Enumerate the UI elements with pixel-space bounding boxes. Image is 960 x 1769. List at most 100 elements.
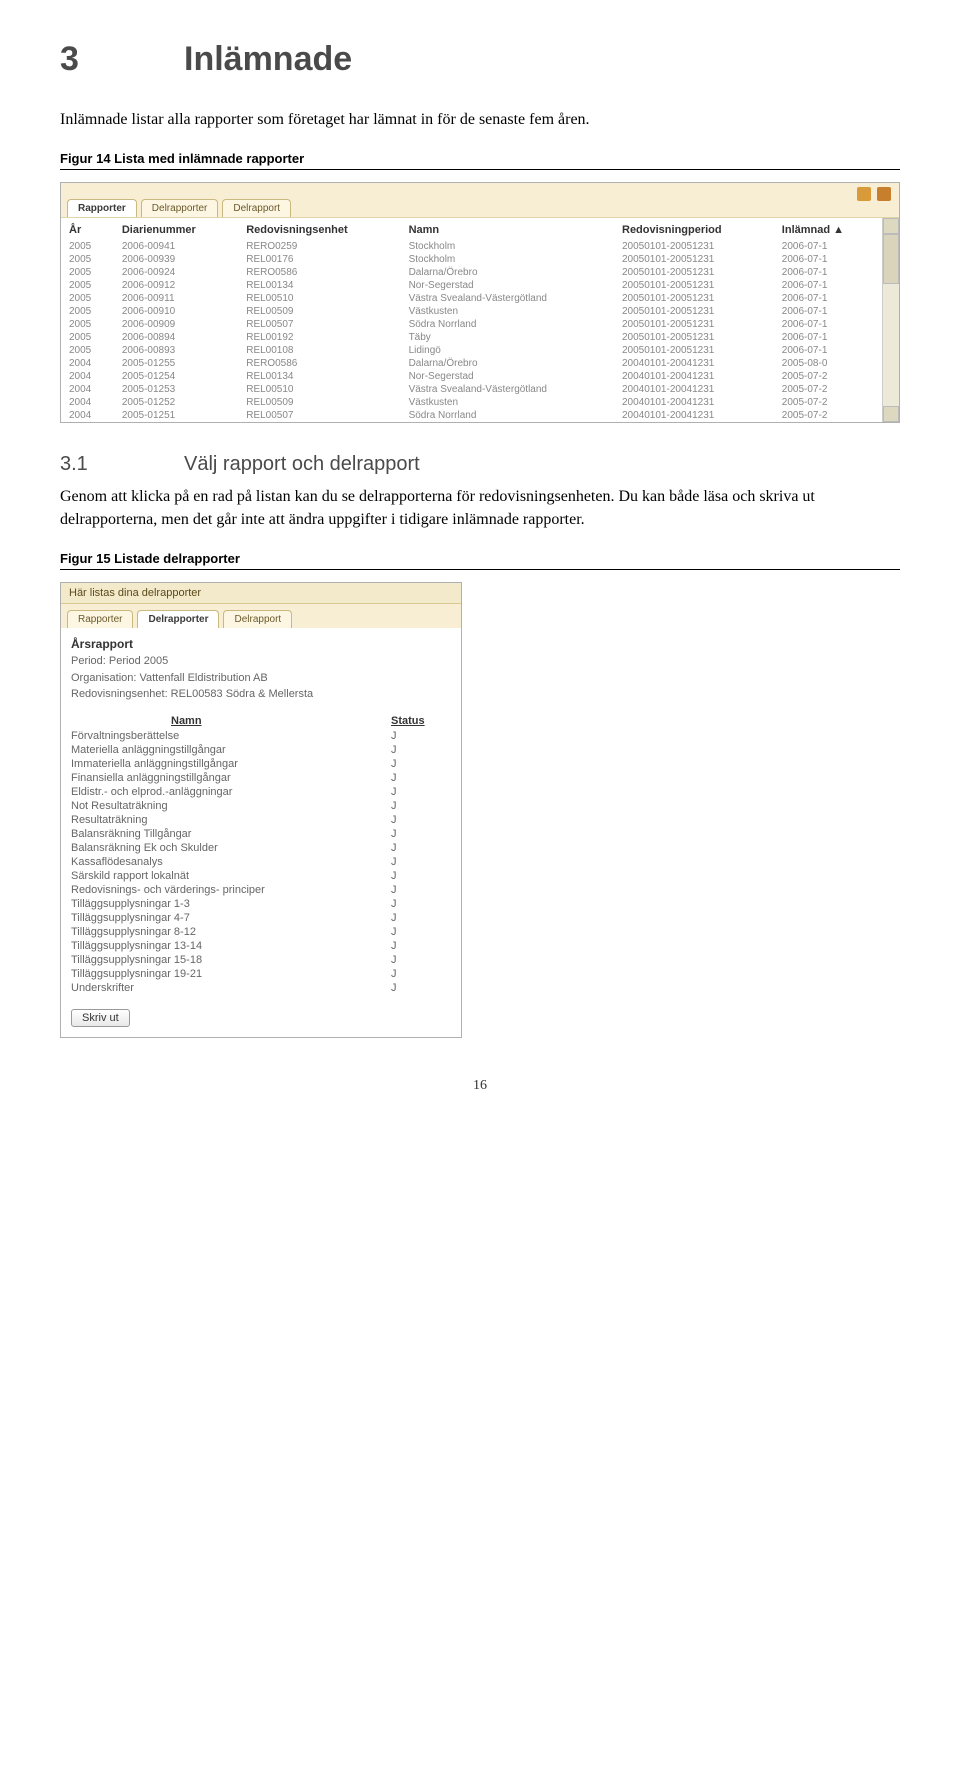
scrollbar[interactable] (882, 218, 899, 422)
list-item[interactable]: Finansiella anläggningstillgångarJ (71, 771, 451, 785)
table-cell: 2004 (61, 357, 114, 370)
tab2-rapporter[interactable]: Rapporter (67, 610, 133, 628)
list-item[interactable]: Immateriella anläggningstillgångarJ (71, 757, 451, 771)
section-title: Inlämnade (184, 40, 352, 79)
col-namn[interactable]: Namn (401, 218, 614, 240)
table-row[interactable]: 20052006-00909REL00507Södra Norrland2005… (61, 318, 882, 331)
table-cell: Dalarna/Örebro (401, 266, 614, 279)
col-inlamnad[interactable]: Inlämnad ▲ (774, 218, 882, 240)
list-item[interactable]: Särskild rapport lokalnätJ (71, 869, 451, 883)
list-item[interactable]: Tilläggsupplysningar 1-3J (71, 897, 451, 911)
col-diarie[interactable]: Diarienummer (114, 218, 238, 240)
table-row[interactable]: 20052006-00910REL00509Västkusten20050101… (61, 305, 882, 318)
table-cell: 2005-08-0 (774, 357, 882, 370)
list-item[interactable]: Tilläggsupplysningar 19-21J (71, 967, 451, 981)
col2-namn[interactable]: Namn (71, 713, 391, 729)
list-item[interactable]: Tilläggsupplysningar 15-18J (71, 953, 451, 967)
period-line: Period: Period 2005 (71, 653, 451, 670)
table-row[interactable]: 20042005-01251REL00507Södra Norrland2004… (61, 409, 882, 422)
tab2-delrapporter[interactable]: Delrapporter (137, 610, 219, 628)
table-row[interactable]: 20042005-01255RERO0586Dalarna/Örebro2004… (61, 357, 882, 370)
list-item[interactable]: UnderskrifterJ (71, 981, 451, 995)
col-period[interactable]: Redovisningperiod (614, 218, 774, 240)
table-cell: 20050101-20051231 (614, 344, 774, 357)
table-cell: 20050101-20051231 (614, 331, 774, 344)
table-row[interactable]: 20052006-00941RERO0259Stockholm20050101-… (61, 240, 882, 253)
table-cell: 20040101-20041231 (614, 409, 774, 422)
table-row[interactable]: 20042005-01253REL00510Västra Svealand-Vä… (61, 383, 882, 396)
tool-icon-2[interactable] (877, 187, 891, 201)
list-item[interactable]: Balansräkning TillgångarJ (71, 827, 451, 841)
item-name: Tilläggsupplysningar 8-12 (71, 925, 391, 939)
table-cell: 2006-00893 (114, 344, 238, 357)
table-cell: REL00108 (238, 344, 400, 357)
table-row[interactable]: 20052006-00894REL00192Täby20050101-20051… (61, 331, 882, 344)
col-ar[interactable]: År (61, 218, 114, 240)
table-cell: 2005 (61, 266, 114, 279)
table-row[interactable]: 20052006-00924RERO0586Dalarna/Örebro2005… (61, 266, 882, 279)
sort-icon: ▲ (833, 224, 844, 236)
table-cell: 2005-01254 (114, 370, 238, 383)
table-row[interactable]: 20042005-01252REL00509Västkusten20040101… (61, 396, 882, 409)
table-cell: 2006-00939 (114, 253, 238, 266)
list-item[interactable]: KassaflödesanalysJ (71, 855, 451, 869)
scroll-down-icon[interactable] (883, 406, 899, 422)
tab-rapporter[interactable]: Rapporter (67, 199, 137, 217)
table-cell: REL00192 (238, 331, 400, 344)
list-item[interactable]: Redovisnings- och värderings- principerJ (71, 883, 451, 897)
item-name: Resultaträkning (71, 813, 391, 827)
print-button[interactable]: Skriv ut (71, 1009, 130, 1027)
unit-line: Redovisningsenhet: REL00583 Södra & Mell… (71, 686, 451, 703)
table-cell: Lidingö (401, 344, 614, 357)
table-row[interactable]: 20042005-01254REL00134Nor-Segerstad20040… (61, 370, 882, 383)
item-status: J (391, 939, 451, 953)
tab2-delrapport[interactable]: Delrapport (223, 610, 292, 628)
table-cell: 20050101-20051231 (614, 266, 774, 279)
table-row[interactable]: 20052006-00893REL00108Lidingö20050101-20… (61, 344, 882, 357)
table-cell: 2006-07-1 (774, 266, 882, 279)
list-item[interactable]: Not ResultaträkningJ (71, 799, 451, 813)
item-name: Finansiella anläggningstillgångar (71, 771, 391, 785)
item-status: J (391, 729, 451, 743)
subsection-number: 3.1 (60, 453, 180, 476)
table-row[interactable]: 20052006-00912REL00134Nor-Segerstad20050… (61, 279, 882, 292)
item-name: Materiella anläggningstillgångar (71, 743, 391, 757)
scroll-up-icon[interactable] (883, 218, 899, 234)
table-cell: REL00507 (238, 409, 400, 422)
subsection-title: Välj rapport och delrapport (184, 453, 420, 476)
item-status: J (391, 813, 451, 827)
tool-icon-1[interactable] (857, 187, 871, 201)
table-cell: Västkusten (401, 305, 614, 318)
list-item[interactable]: Tilläggsupplysningar 4-7J (71, 911, 451, 925)
toolbar-icons (857, 187, 891, 201)
list-item[interactable]: FörvaltningsberättelseJ (71, 729, 451, 743)
table-cell: 2005-07-2 (774, 409, 882, 422)
col2-status[interactable]: Status (391, 713, 451, 729)
table-cell: RERO0586 (238, 266, 400, 279)
tab-delrapport[interactable]: Delrapport (222, 199, 291, 217)
table-cell: 2005 (61, 279, 114, 292)
tab-bar: Rapporter Delrapporter Delrapport (61, 183, 899, 218)
list-item[interactable]: Tilläggsupplysningar 8-12J (71, 925, 451, 939)
list-item[interactable]: Eldistr.- och elprod.-anläggningarJ (71, 785, 451, 799)
table-cell: 2005 (61, 240, 114, 253)
list-item[interactable]: Materiella anläggningstillgångarJ (71, 743, 451, 757)
item-name: Tilläggsupplysningar 19-21 (71, 967, 391, 981)
list-item[interactable]: ResultaträkningJ (71, 813, 451, 827)
scroll-thumb[interactable] (883, 234, 899, 284)
item-status: J (391, 897, 451, 911)
col-enhet[interactable]: Redovisningsenhet (238, 218, 400, 240)
item-name: Tilläggsupplysningar 1-3 (71, 897, 391, 911)
list-item[interactable]: Balansräkning Ek och SkulderJ (71, 841, 451, 855)
tab-delrapporter[interactable]: Delrapporter (141, 199, 219, 217)
table-cell: 2005-01253 (114, 383, 238, 396)
table-row[interactable]: 20052006-00939REL00176Stockholm20050101-… (61, 253, 882, 266)
table-cell: 20050101-20051231 (614, 318, 774, 331)
table-row[interactable]: 20052006-00911REL00510Västra Svealand-Vä… (61, 292, 882, 305)
list-item[interactable]: Tilläggsupplysningar 13-14J (71, 939, 451, 953)
item-status: J (391, 771, 451, 785)
table-cell: REL00176 (238, 253, 400, 266)
item-name: Eldistr.- och elprod.-anläggningar (71, 785, 391, 799)
table-cell: 2004 (61, 396, 114, 409)
table-cell: RERO0259 (238, 240, 400, 253)
